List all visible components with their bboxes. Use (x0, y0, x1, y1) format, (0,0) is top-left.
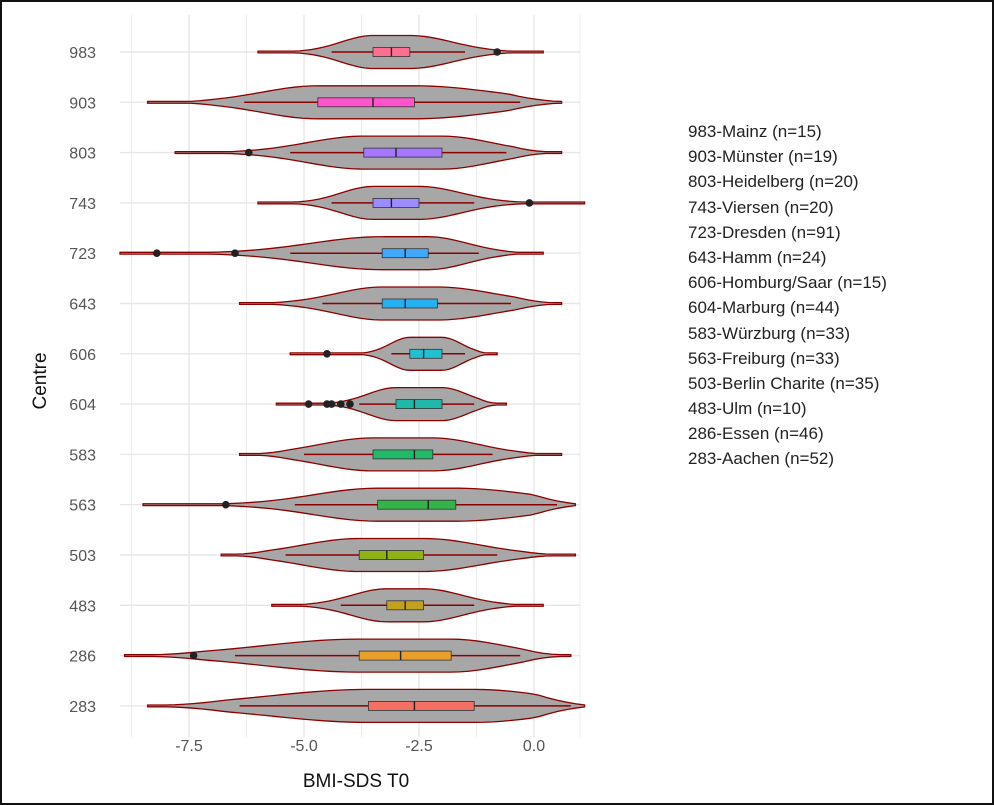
y-tick-label: 604 (69, 397, 96, 414)
legend-item-743: 743-Viersen (n=20) (688, 197, 834, 217)
legend-item-803: 803-Heidelberg (n=20) (688, 172, 859, 192)
y-tick-label: 803 (69, 146, 96, 163)
box-606 (409, 348, 443, 359)
outlier-286 (189, 651, 198, 660)
box-286 (358, 650, 452, 661)
outlier-983 (493, 48, 502, 56)
legend: 983-Mainz (n=15) 903-Münster (n=19) 803-He… (688, 119, 988, 472)
y-tick-label: 563 (69, 498, 96, 515)
legend-item-286: 286-Essen (n=46) (688, 424, 824, 444)
y-tick-label: 723 (69, 246, 96, 263)
box-283 (367, 701, 475, 711)
y-tick-label: 983 (69, 45, 96, 62)
legend-item-283: 283-Aachen (n=52) (688, 449, 835, 469)
outlier-604 (327, 400, 336, 408)
x-tick-label: -7.5 (175, 738, 203, 755)
box-643 (381, 298, 438, 309)
outlier-803 (245, 148, 253, 157)
outlier-563 (222, 500, 230, 509)
legend-item-563: 563-Freiburg (n=33) (688, 348, 840, 368)
legend-item-643: 643-Hamm (n=24) (688, 247, 827, 267)
legend-item-583: 583-Würzburg (n=33) (688, 323, 851, 343)
outlier-604 (346, 400, 354, 408)
y-tick-label: 903 (69, 95, 96, 112)
outlier-606 (323, 350, 331, 358)
legend-item-604: 604-Marburg (n=44) (688, 298, 840, 318)
x-tick-label: -2.5 (405, 738, 433, 755)
outlier-723 (153, 249, 161, 257)
y-axis-title: Centre (30, 352, 51, 410)
box-563 (377, 499, 457, 510)
legend-item-606: 606-Homburg/Saar (n=15) (688, 273, 887, 293)
x-axis-title: BMI-SDS T0 (302, 771, 410, 792)
box-803 (363, 147, 443, 158)
box-743 (372, 197, 420, 208)
violin-series (119, 34, 586, 724)
legend-item-483: 483-Ulm (n=10) (688, 399, 807, 419)
legend-item-723: 723-Dresden (n=91) (688, 222, 841, 242)
x-tick-label: 0.0 (523, 738, 545, 755)
y-tick-label: 643 (69, 297, 96, 314)
y-tick-label: 286 (69, 649, 96, 666)
grid (120, 15, 581, 737)
box-903 (317, 97, 415, 108)
axis-labels: -7.5 -5.0 -2.5 0.0 983 903 803 743 723 643 606 604 5… (69, 45, 545, 755)
outlier-723 (231, 249, 239, 257)
outlier-604 (304, 400, 313, 408)
legend-item-903: 903-Münster (n=19) (688, 147, 838, 167)
x-tick-label: -5.0 (290, 738, 318, 755)
outlier-604 (337, 400, 345, 408)
box-583 (372, 449, 434, 460)
y-tick-label: 283 (69, 699, 96, 716)
outlier-743 (525, 199, 534, 207)
legend-item-503: 503-Berlin Charite (n=35) (688, 373, 880, 393)
box-604 (395, 399, 443, 410)
box-503 (358, 550, 425, 560)
y-tick-label: 606 (69, 347, 96, 364)
y-tick-label: 503 (69, 548, 96, 565)
y-tick-label: 483 (69, 598, 96, 615)
legend-item-983: 983-Mainz (n=15) (688, 122, 822, 141)
y-tick-label: 743 (69, 196, 96, 213)
y-tick-label: 583 (69, 447, 96, 464)
